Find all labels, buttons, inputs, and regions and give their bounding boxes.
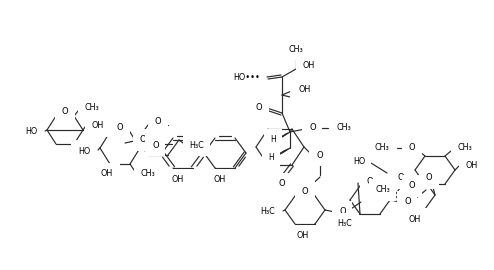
Text: OH: OH	[465, 160, 477, 170]
Text: H: H	[296, 93, 302, 103]
Text: OH: OH	[101, 170, 113, 178]
Text: O: O	[155, 117, 162, 127]
Text: O: O	[309, 123, 316, 133]
Text: CH₃: CH₃	[84, 103, 99, 113]
Text: O: O	[409, 181, 415, 191]
Text: OH: OH	[302, 60, 314, 69]
Text: CH₃: CH₃	[288, 45, 303, 53]
Text: O: O	[255, 103, 262, 112]
Text: O: O	[339, 208, 346, 217]
Text: O: O	[152, 140, 159, 150]
Text: O: O	[426, 174, 432, 183]
Text: H: H	[270, 136, 276, 144]
Text: O: O	[302, 187, 308, 195]
Text: OH: OH	[298, 85, 310, 93]
Text: O: O	[316, 150, 323, 160]
Text: H₃C: H₃C	[189, 140, 204, 150]
Text: O: O	[140, 136, 146, 144]
Text: CH₃: CH₃	[140, 170, 155, 178]
Text: O: O	[62, 106, 68, 116]
Text: HO: HO	[353, 157, 365, 166]
Text: CH₃: CH₃	[457, 143, 472, 153]
Text: H₃C: H₃C	[337, 220, 352, 228]
Text: CH₃: CH₃	[375, 185, 390, 194]
Text: OH: OH	[172, 176, 184, 184]
Text: CH₃: CH₃	[374, 143, 389, 153]
Text: OH: OH	[297, 231, 309, 241]
Text: O: O	[398, 174, 404, 183]
Text: O: O	[117, 123, 124, 131]
Text: OH: OH	[214, 176, 226, 184]
Text: HO: HO	[78, 147, 90, 156]
Text: O: O	[279, 180, 286, 188]
Text: H: H	[268, 153, 274, 161]
Text: H₃C: H₃C	[260, 208, 275, 217]
Text: OH: OH	[91, 122, 103, 130]
Text: O: O	[367, 177, 373, 185]
Text: OH: OH	[409, 214, 421, 224]
Text: O: O	[426, 174, 432, 183]
Text: CH₃: CH₃	[336, 123, 351, 133]
Text: HO•••: HO•••	[233, 73, 260, 83]
Text: O: O	[404, 197, 411, 207]
Text: O: O	[409, 143, 415, 153]
Text: HO: HO	[25, 127, 37, 137]
